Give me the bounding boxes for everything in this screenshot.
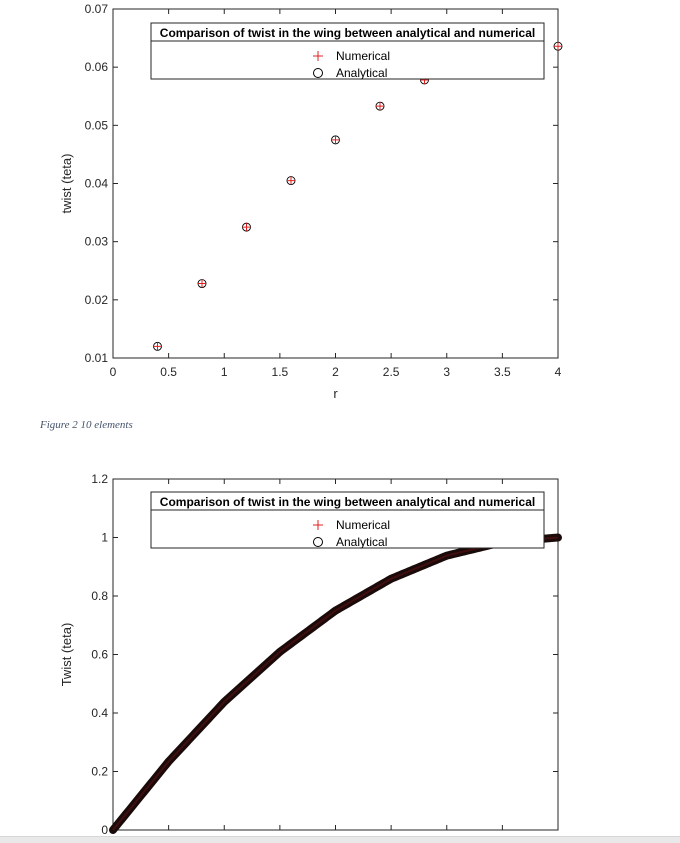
y-tick-label: 0.01 — [85, 351, 109, 365]
legend-box — [150, 22, 545, 80]
y-axis-label: Twist (teta) — [59, 623, 74, 687]
y-tick-label: 1.2 — [91, 472, 108, 486]
point-numerical — [331, 135, 340, 144]
legend-label: Numerical — [336, 518, 390, 532]
x-tick-label: 0 — [110, 365, 117, 379]
legend: Comparison of twist in the wing between … — [150, 22, 545, 80]
legend-marker-numerical — [313, 51, 323, 61]
x-tick-label: 1.5 — [272, 365, 289, 379]
legend-marker-analytical — [313, 68, 323, 78]
y-tick-label: 0.05 — [85, 118, 109, 132]
x-tick-label: 0.5 — [160, 365, 177, 379]
y-tick-label: 1 — [101, 531, 108, 545]
y-tick-label: 0.06 — [85, 60, 109, 74]
chart-title: Comparison of twist in the wing between … — [160, 495, 535, 509]
chart-title: Comparison of twist in the wing between … — [160, 26, 535, 40]
chart-1: 0 0.5 1 1.5 2 2.5 3 3.5 4 0.01 0.02 0.03 0.04 0.05 0.0… — [59, 2, 563, 401]
y-tick-label: 0.03 — [85, 235, 109, 249]
y-tick-label: 0.6 — [91, 648, 108, 662]
y-axis-label: twist (teta) — [59, 154, 74, 214]
x-tick-label: 2 — [332, 365, 339, 379]
x-tick-label: 2.5 — [383, 365, 400, 379]
figure-caption: Figure 2 10 elements — [40, 419, 133, 431]
legend-label: Analytical — [336, 66, 387, 80]
legend-label: Numerical — [336, 49, 390, 63]
y-tick-label: 0.04 — [85, 177, 109, 191]
y-tick-label: 0.02 — [85, 293, 109, 307]
legend-marker-numerical — [313, 520, 323, 530]
legend-marker-analytical — [313, 537, 323, 547]
x-tick-label: 4 — [555, 365, 562, 379]
y-tick-label: 0.8 — [91, 589, 108, 603]
y-tick-label: 0.4 — [91, 706, 108, 720]
point-numerical — [198, 279, 206, 288]
point-numerical — [242, 223, 251, 232]
x-tick-label: 3.5 — [494, 365, 511, 379]
point-numerical — [554, 42, 562, 51]
legend-box — [150, 491, 545, 549]
chart-2: 0 0.2 0.4 0.6 0.8 1 1.2 Twist (teta) Comparison … — [59, 472, 562, 837]
y-tick-label: 0.07 — [85, 2, 109, 16]
y-tick-label: 0 — [101, 823, 108, 837]
x-tick-label: 1 — [221, 365, 228, 379]
y-tick-label: 0.2 — [91, 765, 108, 779]
x-axis-label: r — [333, 386, 338, 401]
point-numerical — [153, 342, 162, 351]
point-numerical — [287, 176, 295, 185]
point-numerical — [376, 102, 384, 111]
x-tick-label: 3 — [443, 365, 450, 379]
legend: Comparison of twist in the wing between … — [150, 491, 545, 549]
legend-label: Analytical — [336, 535, 387, 549]
bottom-scrollbar[interactable] — [0, 836, 680, 843]
